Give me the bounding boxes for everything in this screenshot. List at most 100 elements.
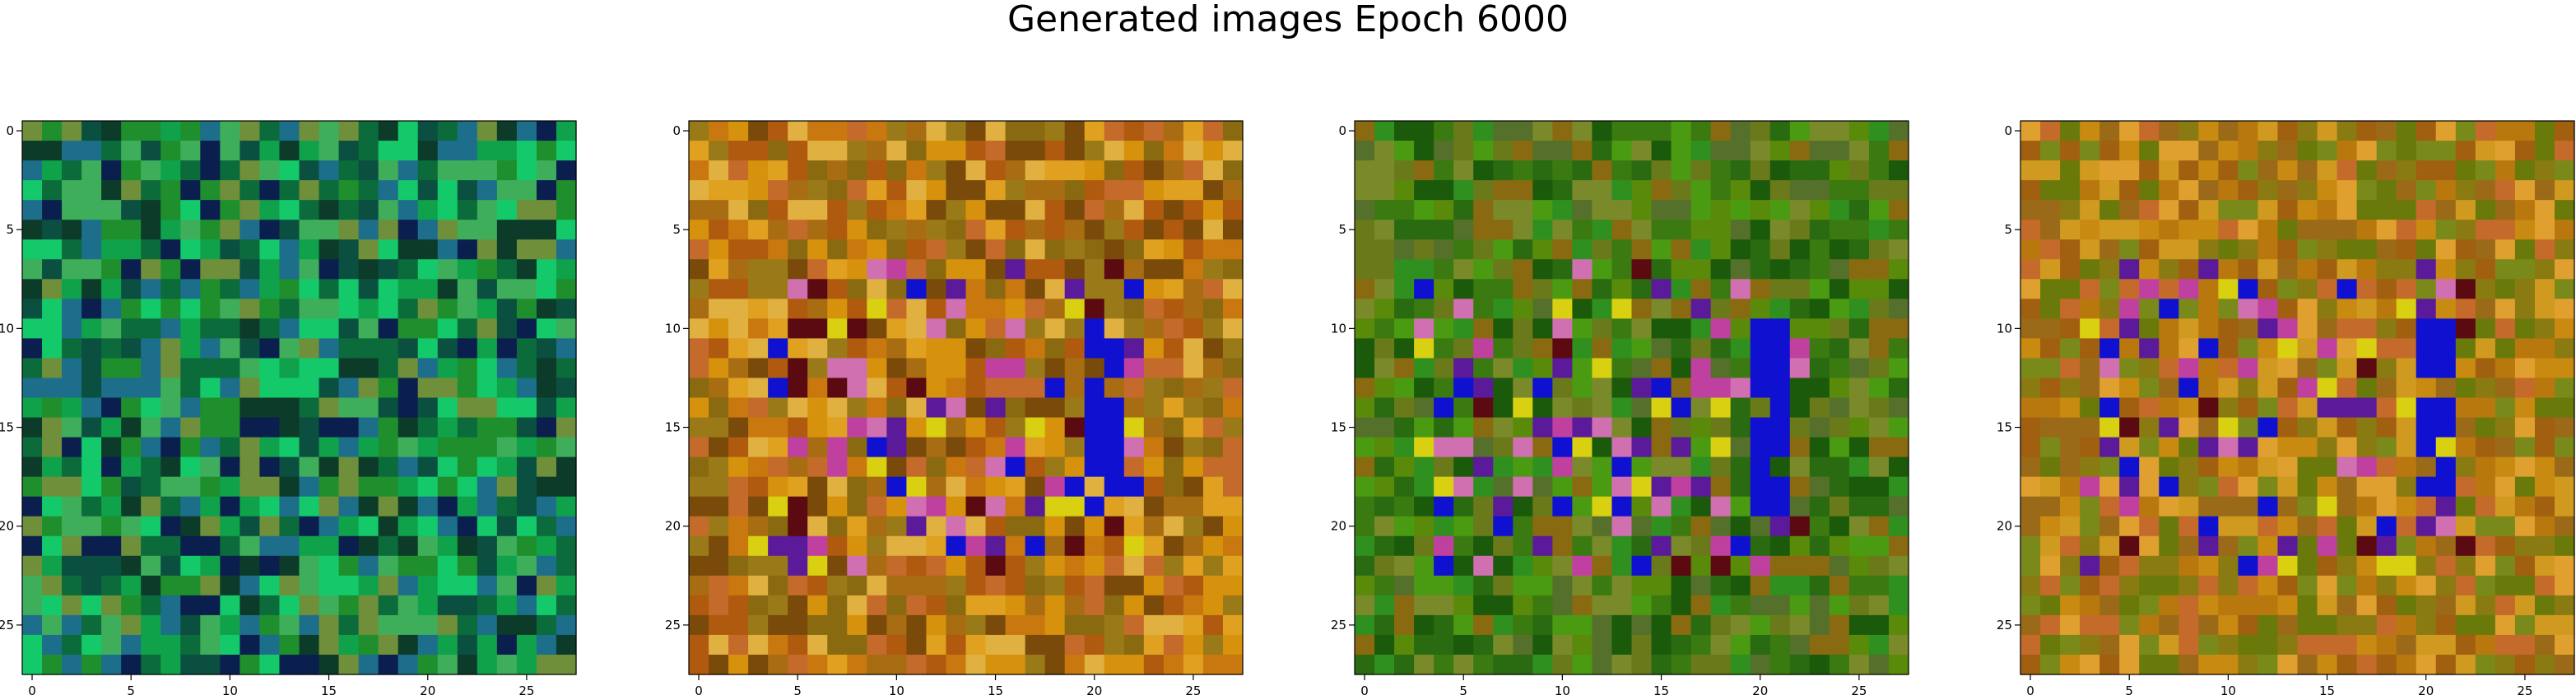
- pixel: [2218, 457, 2239, 478]
- pixel: [2080, 517, 2100, 537]
- pixel: [497, 279, 518, 299]
- pixel: [1611, 457, 1632, 478]
- pixel: [2357, 259, 2378, 280]
- pixel: [1652, 457, 1672, 478]
- pixel: [1830, 418, 1850, 438]
- pixel: [2476, 358, 2496, 378]
- pixel: [1473, 239, 1494, 260]
- pixel: [1085, 576, 1105, 596]
- pixel: [906, 457, 927, 478]
- pixel: [1453, 517, 1474, 537]
- x-tick-label: 25: [518, 683, 534, 695]
- pixel: [101, 556, 122, 577]
- pixel: [141, 576, 161, 596]
- pixel: [1532, 398, 1553, 419]
- pixel: [160, 398, 181, 419]
- pixel: [160, 318, 181, 339]
- pixel: [2020, 259, 2041, 280]
- pixel: [398, 635, 419, 656]
- pixel: [62, 418, 82, 438]
- pixel: [141, 556, 161, 577]
- pixel: [2397, 438, 2417, 458]
- pixel: [2515, 438, 2536, 458]
- pixel: [946, 635, 966, 656]
- pixel: [1124, 318, 1145, 339]
- pixel: [709, 477, 729, 498]
- pixel: [2535, 457, 2555, 478]
- pixel: [966, 318, 987, 339]
- pixel: [1611, 517, 1632, 537]
- pixel: [42, 239, 63, 260]
- pixel: [986, 438, 1007, 458]
- pixel: [81, 259, 102, 280]
- pixel: [1731, 220, 1751, 240]
- pixel: [458, 556, 478, 577]
- pixel: [768, 615, 788, 636]
- pixel: [22, 635, 43, 656]
- pixel: [1045, 220, 1066, 240]
- pixel: [1434, 220, 1454, 240]
- pixel: [1532, 497, 1553, 517]
- pixel: [319, 338, 340, 359]
- pixel: [1203, 655, 1224, 675]
- pixel: [1770, 220, 1791, 240]
- pixel: [2298, 299, 2318, 319]
- pixel: [2377, 358, 2397, 378]
- pixel: [748, 239, 769, 260]
- pixel: [379, 438, 399, 458]
- pixel: [1414, 556, 1434, 577]
- pixel: [1374, 358, 1395, 378]
- pixel: [418, 477, 439, 498]
- pixel: [1164, 655, 1184, 675]
- pixel: [1611, 635, 1632, 656]
- pixel: [1434, 556, 1454, 577]
- pixel: [477, 536, 498, 557]
- pixel: [2456, 477, 2476, 498]
- pixel: [418, 338, 439, 359]
- pixel: [1144, 576, 1165, 596]
- pixel: [847, 338, 867, 359]
- pixel: [1849, 318, 1870, 339]
- pixel: [2515, 418, 2536, 438]
- pixel: [2377, 556, 2397, 577]
- pixel: [1790, 457, 1811, 478]
- pixel: [768, 378, 788, 398]
- pixel: [279, 318, 300, 339]
- pixel: [807, 517, 828, 537]
- pixel: [379, 378, 399, 398]
- pixel: [2139, 556, 2160, 577]
- pixel: [2159, 160, 2179, 181]
- pixel: [2357, 517, 2378, 537]
- pixel: [2257, 556, 2278, 577]
- pixel: [200, 398, 221, 419]
- pixel: [1104, 615, 1125, 636]
- pixel: [827, 615, 848, 636]
- pixel: [768, 536, 788, 557]
- pixel: [1889, 220, 1909, 240]
- pixel: [1104, 438, 1125, 458]
- pixel: [689, 121, 709, 141]
- pixel: [1164, 536, 1184, 557]
- pixel: [1849, 378, 1870, 398]
- pixel: [728, 121, 749, 141]
- pixel: [497, 160, 518, 181]
- pixel: [477, 220, 498, 240]
- pixel: [2139, 615, 2160, 636]
- pixel: [2060, 418, 2081, 438]
- pixel: [556, 259, 577, 280]
- pixel: [1889, 517, 1909, 537]
- pixel: [239, 398, 260, 419]
- pixel: [359, 358, 379, 378]
- pixel: [22, 299, 43, 319]
- pixel: [2040, 635, 2061, 656]
- pixel: [986, 279, 1007, 299]
- pixel: [2119, 517, 2140, 537]
- pixel: [2416, 615, 2437, 636]
- pixel: [1632, 438, 1653, 458]
- pixel: [517, 259, 537, 280]
- pixel: [1711, 457, 1732, 478]
- pixel: [2357, 121, 2378, 141]
- pixel: [2298, 239, 2318, 260]
- pixel: [259, 595, 280, 616]
- pixel: [1731, 180, 1751, 201]
